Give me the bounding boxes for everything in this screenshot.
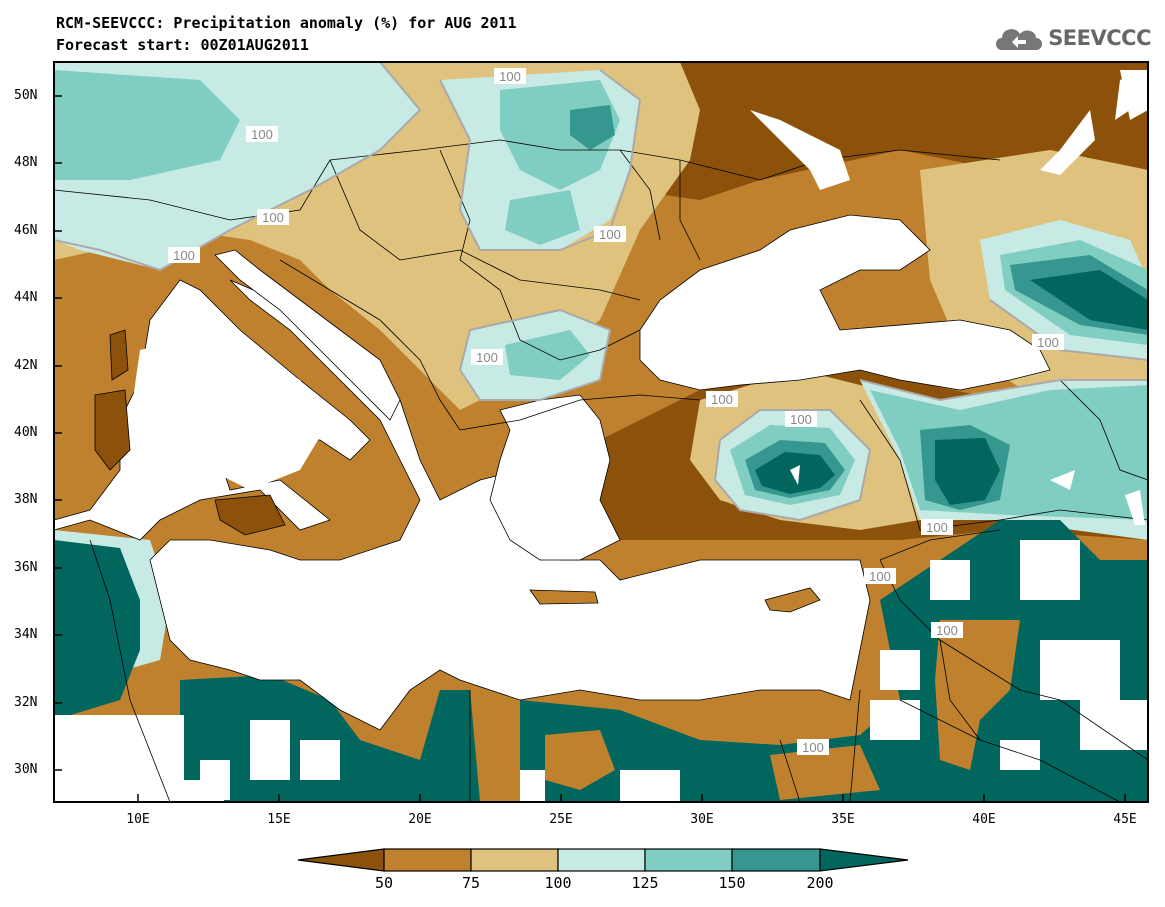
contour-label: 100	[246, 126, 278, 142]
svg-text:100: 100	[262, 210, 284, 225]
anomaly-zone-125-150	[505, 190, 580, 245]
colorbar-label: 200	[806, 874, 834, 892]
sardinia	[94, 389, 131, 471]
logo-text: SEEVCCC	[1048, 26, 1151, 50]
contour-label: 100	[1032, 334, 1064, 350]
lon-label: 45E	[1113, 812, 1137, 827]
svg-text:100: 100	[599, 227, 621, 242]
svg-text:100: 100	[476, 350, 498, 365]
contour-label: 100	[931, 622, 963, 638]
svg-text:100: 100	[499, 69, 521, 84]
contour-label: 100	[706, 391, 738, 407]
lon-label: 30E	[690, 812, 714, 827]
anomaly-zone-above-200	[935, 438, 1000, 505]
svg-text:100: 100	[1037, 335, 1059, 350]
lon-label: 40E	[972, 812, 996, 827]
contour-label: 100	[168, 247, 200, 263]
colorbar-label: 125	[631, 874, 659, 892]
lat-label: 32N	[14, 695, 38, 710]
lon-label: 15E	[267, 812, 291, 827]
tyrrhenian-sea	[130, 330, 330, 490]
corsica	[109, 329, 129, 381]
cloud-icon	[996, 29, 1043, 50]
contour-label: 100	[921, 519, 953, 535]
contour-label: 100	[257, 209, 289, 225]
colorbar-segment-100-125	[557, 848, 646, 872]
lat-label: 42N	[14, 358, 38, 373]
lat-label: 44N	[14, 290, 38, 305]
colorbar-segment-below-50	[297, 848, 385, 872]
map-frame	[53, 61, 1149, 803]
map-title: RCM-SEEVCCC: Precipitation anomaly (%) f…	[56, 14, 517, 32]
lat-label: 48N	[14, 155, 38, 170]
lat-label: 46N	[14, 223, 38, 238]
anomaly-zone-125-150	[54, 70, 240, 180]
svg-text:100: 100	[802, 740, 824, 755]
colorbar-segment-125-150	[644, 848, 733, 872]
colorbar	[297, 848, 909, 872]
svg-text:100: 100	[869, 569, 891, 584]
anomaly-zone-above-200	[520, 520, 1148, 802]
svg-text:100: 100	[173, 248, 195, 263]
anomaly-zone-50-75	[770, 745, 880, 800]
crete	[529, 589, 599, 605]
black-sea	[639, 214, 1051, 391]
lat-label: 40N	[14, 425, 38, 440]
forecast-start: Forecast start: 00Z01AUG2011	[56, 36, 309, 54]
colorbar-label: 50	[374, 874, 394, 892]
contour-labels: 100 100 100 100 100 100 100 100 100 100 …	[168, 68, 1064, 755]
seevccc-logo: SEEVCCC	[992, 22, 1151, 54]
adriatic-sea	[214, 249, 401, 421]
anomaly-zone-125-150	[505, 330, 590, 380]
missing-data-streaks	[750, 70, 1145, 525]
contour-label: 100	[785, 411, 817, 427]
svg-text:100: 100	[711, 392, 733, 407]
missing-data-cells	[54, 540, 1148, 802]
contour-label: 100	[864, 568, 896, 584]
colorbar-label: 75	[461, 874, 481, 892]
lat-label: 50N	[14, 88, 38, 103]
lon-label: 20E	[408, 812, 432, 827]
axis-ticks	[54, 95, 1126, 802]
colorbar-label: 150	[718, 874, 746, 892]
contour-label: 100	[494, 68, 526, 84]
anomaly-zone-above-200	[54, 540, 140, 720]
cyprus	[764, 587, 821, 613]
anomaly-zone-50-75	[545, 730, 615, 790]
sicily	[214, 494, 286, 536]
colorbar-segment-above-200	[819, 848, 909, 872]
anomaly-zone-150-200	[570, 105, 615, 150]
contour-label: 100	[797, 739, 829, 755]
svg-text:100: 100	[926, 520, 948, 535]
contour-label: 100	[594, 226, 626, 242]
svg-text:100: 100	[936, 623, 958, 638]
colorbar-segment-50-75	[383, 848, 472, 872]
colorbar-segment-75-100	[470, 848, 559, 872]
svg-text:100: 100	[790, 412, 812, 427]
contour-label: 100	[471, 349, 503, 365]
svg-text:100: 100	[251, 127, 273, 142]
anomaly-zone-above-200	[1030, 270, 1148, 330]
lon-label: 35E	[831, 812, 855, 827]
anomaly-zone-75-100	[330, 160, 470, 240]
aegean-sea	[489, 394, 621, 561]
islands	[94, 329, 821, 613]
colorbar-label: 100	[544, 874, 572, 892]
lon-label: 25E	[549, 812, 573, 827]
lon-label: 10E	[126, 812, 150, 827]
colorbar-segment-150-200	[731, 848, 821, 872]
lat-label: 36N	[14, 560, 38, 575]
anomaly-zone-50-75	[935, 620, 1020, 770]
lat-label: 38N	[14, 492, 38, 507]
lat-label: 34N	[14, 627, 38, 642]
lat-label: 30N	[14, 762, 38, 777]
